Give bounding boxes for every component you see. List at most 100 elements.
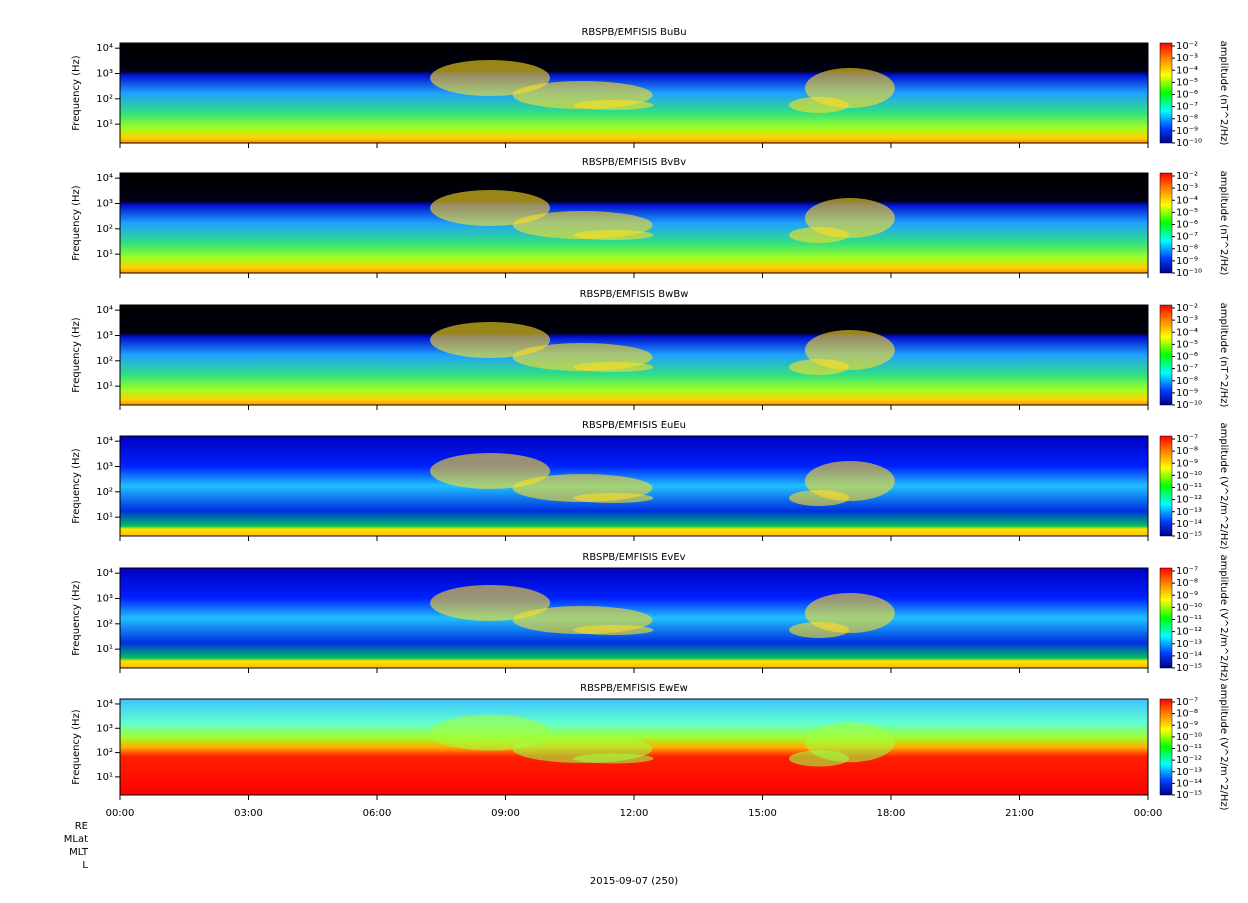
colorbar-tick-label: 10⁻⁹ (1176, 720, 1198, 731)
y-tick-label: 10³ (96, 330, 113, 341)
y-tick-label: 10⁴ (96, 436, 113, 447)
y-tick-label: 10³ (96, 68, 113, 79)
y-tick-label: 10¹ (96, 772, 113, 783)
colorbar-tick-label: 10⁻⁸ (1176, 709, 1198, 720)
colorbar-tick-label: 10⁻⁶ (1176, 352, 1198, 363)
colorbar-tick-label: 10⁻⁷ (1176, 697, 1198, 708)
ephemeris-label: MLT (69, 847, 89, 858)
panel-title: RBSPB/EMFISIS BuBu (581, 27, 686, 38)
y-tick-label: 10³ (96, 723, 113, 734)
x-tick-label: 00:00 (1134, 808, 1163, 819)
spectrogram-feature (573, 753, 654, 764)
spectrogram-feature (430, 322, 551, 358)
colorbar-tick-label: 10⁻⁸ (1176, 244, 1198, 255)
y-tick-label: 10¹ (96, 512, 113, 523)
colorbar (1159, 567, 1173, 669)
colorbar-label: amplitude (V^2/m^2/Hz) (1218, 422, 1229, 549)
colorbar-tick-label: 10⁻⁸ (1176, 446, 1198, 457)
x-tick-label: 00:00 (106, 808, 135, 819)
colorbar-tick-label: 10⁻¹³ (1176, 767, 1202, 778)
colorbar-tick-label: 10⁻⁸ (1176, 114, 1198, 125)
spectrogram-feature (430, 714, 551, 751)
x-axis-label: 2015-09-07 (250) (590, 876, 678, 887)
colorbar-label: amplitude (nT^2/Hz) (1218, 303, 1229, 408)
colorbar-tick-label: 10⁻⁵ (1176, 77, 1198, 88)
colorbar-tick-label: 10⁻⁸ (1176, 578, 1198, 589)
x-tick-label: 12:00 (620, 808, 649, 819)
y-tick-label: 10⁴ (96, 305, 113, 316)
colorbar-tick-label: 10⁻¹⁴ (1176, 519, 1202, 530)
colorbar-tick-label: 10⁻¹³ (1176, 507, 1202, 518)
colorbar-tick-label: 10⁻⁹ (1176, 590, 1198, 601)
spectrogram-feature (573, 493, 654, 503)
x-tick-label: 03:00 (234, 808, 263, 819)
colorbar (1159, 435, 1173, 537)
spectrogram-feature (789, 227, 850, 243)
colorbar-tick-label: 10⁻¹⁴ (1176, 778, 1202, 789)
y-tick-label: 10² (96, 94, 113, 105)
y-tick-label: 10¹ (96, 381, 113, 392)
ephemeris-label: L (82, 860, 88, 871)
colorbar-tick-label: 10⁻⁵ (1176, 207, 1198, 218)
colorbar-tick-label: 10⁻² (1176, 171, 1198, 182)
colorbar-tick-label: 10⁻³ (1176, 183, 1198, 194)
x-tick-label: 09:00 (491, 808, 520, 819)
colorbar (1159, 172, 1173, 274)
spectrogram-feature (573, 625, 654, 635)
colorbar-tick-label: 10⁻¹³ (1176, 639, 1202, 650)
colorbar-tick-label: 10⁻¹⁵ (1176, 790, 1202, 801)
colorbar-label: amplitude (V^2/m^2/Hz) (1218, 554, 1229, 681)
colorbar-tick-label: 10⁻⁹ (1176, 126, 1198, 137)
y-tick-label: 10³ (96, 461, 113, 472)
panel-title: RBSPB/EMFISIS BwBw (580, 289, 689, 300)
y-tick-label: 10⁴ (96, 568, 113, 579)
colorbar-tick-label: 10⁻⁷ (1176, 364, 1198, 375)
colorbar-tick-label: 10⁻¹¹ (1176, 615, 1202, 626)
spectrogram-feature (430, 453, 551, 489)
colorbar-tick-label: 10⁻⁹ (1176, 458, 1198, 469)
y-tick-label: 10¹ (96, 119, 113, 130)
y-tick-label: 10² (96, 619, 113, 630)
colorbar-tick-label: 10⁻¹⁰ (1176, 268, 1202, 279)
colorbar-tick-label: 10⁻¹⁰ (1176, 470, 1202, 481)
colorbar-label: amplitude (V^2/m^2/Hz) (1218, 683, 1229, 810)
colorbar-tick-label: 10⁻⁷ (1176, 434, 1198, 445)
colorbar-label: amplitude (nT^2/Hz) (1218, 171, 1229, 276)
y-axis-label: Frequency (Hz) (71, 709, 82, 785)
y-tick-label: 10⁴ (96, 699, 113, 710)
ephemeris-label: RE (75, 821, 88, 832)
panel-title: RBSPB/EMFISIS BvBv (582, 157, 686, 168)
y-axis-label: Frequency (Hz) (71, 580, 82, 656)
ephemeris-label: MLat (64, 834, 88, 845)
colorbar-tick-label: 10⁻¹⁵ (1176, 531, 1202, 542)
spectrogram-feature (430, 60, 551, 96)
colorbar-tick-label: 10⁻² (1176, 41, 1198, 52)
y-tick-label: 10³ (96, 198, 113, 209)
spectrogram-feature (789, 359, 850, 375)
colorbar-tick-label: 10⁻⁴ (1176, 327, 1198, 338)
colorbar-tick-label: 10⁻¹⁰ (1176, 400, 1202, 411)
y-tick-label: 10⁴ (96, 43, 113, 54)
colorbar-tick-label: 10⁻⁸ (1176, 376, 1198, 387)
y-axis-label: Frequency (Hz) (71, 317, 82, 393)
colorbar-tick-label: 10⁻⁹ (1176, 256, 1198, 267)
colorbar-tick-label: 10⁻⁶ (1176, 220, 1198, 231)
colorbar-tick-label: 10⁻¹¹ (1176, 744, 1202, 755)
colorbar-tick-label: 10⁻⁴ (1176, 195, 1198, 206)
spectrogram-feature (573, 100, 654, 110)
colorbar-tick-label: 10⁻⁷ (1176, 566, 1198, 577)
colorbar-tick-label: 10⁻¹² (1176, 495, 1202, 506)
colorbar-tick-label: 10⁻⁷ (1176, 232, 1198, 243)
x-tick-label: 21:00 (1005, 808, 1034, 819)
colorbar (1159, 42, 1173, 144)
y-tick-label: 10¹ (96, 249, 113, 260)
panel-title: RBSPB/EMFISIS EwEw (580, 683, 688, 694)
colorbar-tick-label: 10⁻¹¹ (1176, 483, 1202, 494)
spectrogram-feature (430, 190, 551, 226)
colorbar-tick-label: 10⁻⁵ (1176, 339, 1198, 350)
colorbar-tick-label: 10⁻¹⁰ (1176, 732, 1202, 743)
colorbar-tick-label: 10⁻⁷ (1176, 102, 1198, 113)
y-tick-label: 10² (96, 748, 113, 759)
colorbar-tick-label: 10⁻³ (1176, 315, 1198, 326)
y-tick-label: 10² (96, 356, 113, 367)
